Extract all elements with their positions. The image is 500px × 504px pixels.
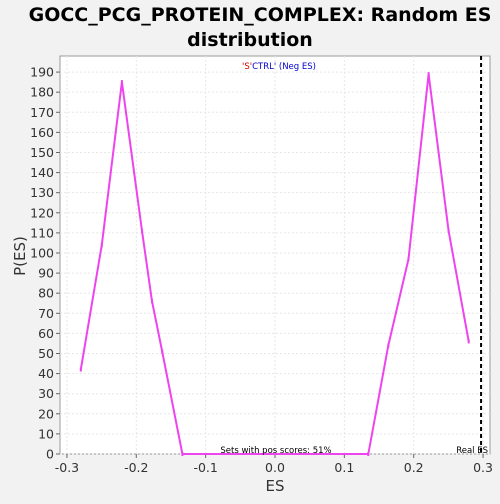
series-layer <box>79 72 470 456</box>
y-tick-label: 40 <box>38 366 54 381</box>
y-tick-label: 120 <box>30 205 54 220</box>
y-tick-label: 30 <box>38 386 54 401</box>
pos-scores-annotation: Sets with pos scores: 51% <box>220 446 331 456</box>
chart-title-line-2: distribution <box>187 29 313 51</box>
y-tick-label: 0 <box>46 447 54 462</box>
y-tick-label: 170 <box>30 105 54 120</box>
x-tick-label: -0.3 <box>55 460 79 475</box>
x-tick-label: 0.0 <box>265 460 285 475</box>
x-tick-label: 0.1 <box>334 460 354 475</box>
y-tick-label: 160 <box>30 125 54 140</box>
y-tick-label: 20 <box>38 406 54 421</box>
plot-background <box>59 55 491 455</box>
y-tick-label: 130 <box>30 185 54 200</box>
y-tick-label: 190 <box>30 65 54 80</box>
x-axis-ticks: -0.3 -0.2 -0.1 0.0 0.1 0.2 0.3 <box>55 454 493 475</box>
chart-title-line-1: GOCC_PCG_PROTEIN_COMPLEX: Random ES <box>29 4 492 26</box>
x-tick-label: 0.2 <box>404 460 424 475</box>
y-tick-label: 60 <box>38 326 54 341</box>
y-tick-label: 150 <box>30 145 54 160</box>
y-tick-label: 110 <box>30 225 54 240</box>
legend: 'S'CTRL' (Neg ES) <box>242 62 316 72</box>
y-tick-label: 100 <box>30 245 54 260</box>
y-axis-label: P(ES) <box>11 236 29 276</box>
y-tick-label: 10 <box>38 426 54 441</box>
x-tick-label: 0.3 <box>473 460 493 475</box>
y-tick-label: 180 <box>30 85 54 100</box>
y-axis-ticks: 0 10 20 30 40 50 60 70 80 90 100 110 120 130 140 150 160… <box>30 65 60 462</box>
real-es-label: Real ES <box>456 446 488 456</box>
x-tick-label: -0.1 <box>193 460 217 475</box>
y-tick-label: 80 <box>38 286 54 301</box>
y-tick-label: 90 <box>38 266 54 281</box>
legend-suffix: CTRL' (Neg ES) <box>252 62 316 72</box>
legend-prefix: 'S' <box>242 62 252 72</box>
y-tick-label: 70 <box>38 306 54 321</box>
x-tick-label: -0.2 <box>124 460 148 475</box>
y-tick-label: 140 <box>30 165 54 180</box>
x-axis-label: ES <box>266 477 285 495</box>
y-tick-label: 50 <box>38 346 54 361</box>
